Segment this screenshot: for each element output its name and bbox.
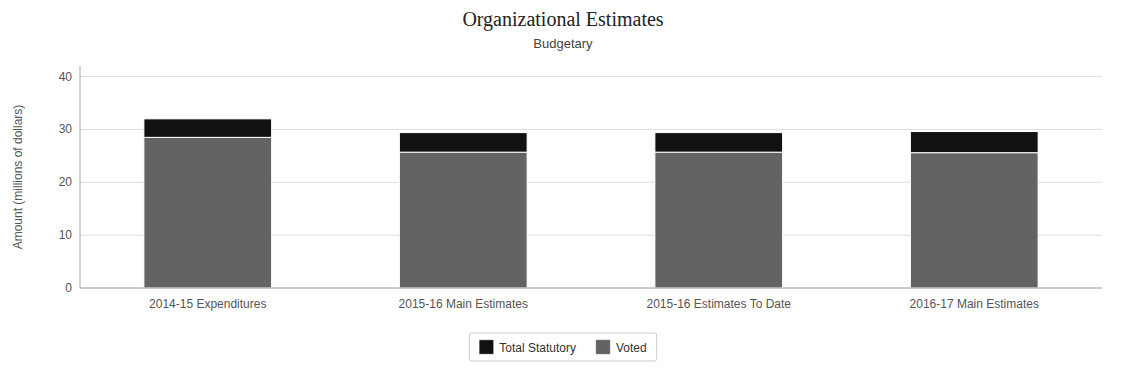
x-tick-label: 2015-16 Estimates To Date [646, 297, 791, 311]
y-grid: 0 10 20 30 40 [59, 70, 1102, 295]
y-tick-label: 30 [59, 122, 73, 136]
y-tick-label: 40 [59, 70, 73, 84]
bar [655, 152, 783, 288]
bar [910, 132, 1038, 153]
title: Organizational Estimates [462, 8, 663, 31]
chart-container: Organizational Estimates Budgetary 0 10 20 30… [0, 0, 1126, 384]
bar [399, 152, 527, 288]
legend-frame [469, 333, 656, 361]
x-axis-line [80, 288, 1102, 289]
bar [399, 133, 527, 153]
series-1 [144, 119, 1038, 153]
bar [144, 137, 272, 288]
x-tick-label: 2015-16 Main Estimates [399, 297, 528, 311]
y-axis-line [80, 66, 81, 288]
y-tick-label: 20 [59, 175, 73, 189]
grid-line [80, 76, 1102, 77]
y-axis-label: Amount (millions of dollars) [11, 105, 25, 250]
y-tick-label: 0 [65, 281, 72, 295]
y-tick-label: 10 [59, 228, 73, 242]
series-0 [144, 137, 1038, 288]
legend-item: Voted [596, 340, 647, 355]
x-tick-label: 2014-15 Expenditures [149, 297, 266, 311]
legend-swatch [596, 340, 610, 354]
grid-line [80, 288, 1102, 289]
legend-item: Total Statutory [479, 340, 576, 355]
bar [144, 119, 272, 138]
legend-swatch [479, 340, 493, 354]
x-tick-labels: 2014-15 Expenditures 2015-16 Main Estimat… [149, 297, 1039, 311]
bars [144, 119, 1038, 288]
bar [910, 153, 1038, 288]
x-tick-label: 2016-17 Main Estimates [910, 297, 1039, 311]
legend: Total Statutory Voted [469, 333, 656, 361]
page: {"chart_data": {"type": "bar", "stacked"… [0, 0, 1126, 384]
legend-label: Total Statutory [499, 341, 576, 355]
legend-label: Voted [616, 341, 647, 355]
bar [655, 133, 783, 153]
chart-svg: Organizational Estimates Budgetary 0 10 20 30… [0, 0, 1126, 384]
subtitle: Budgetary [533, 36, 593, 51]
